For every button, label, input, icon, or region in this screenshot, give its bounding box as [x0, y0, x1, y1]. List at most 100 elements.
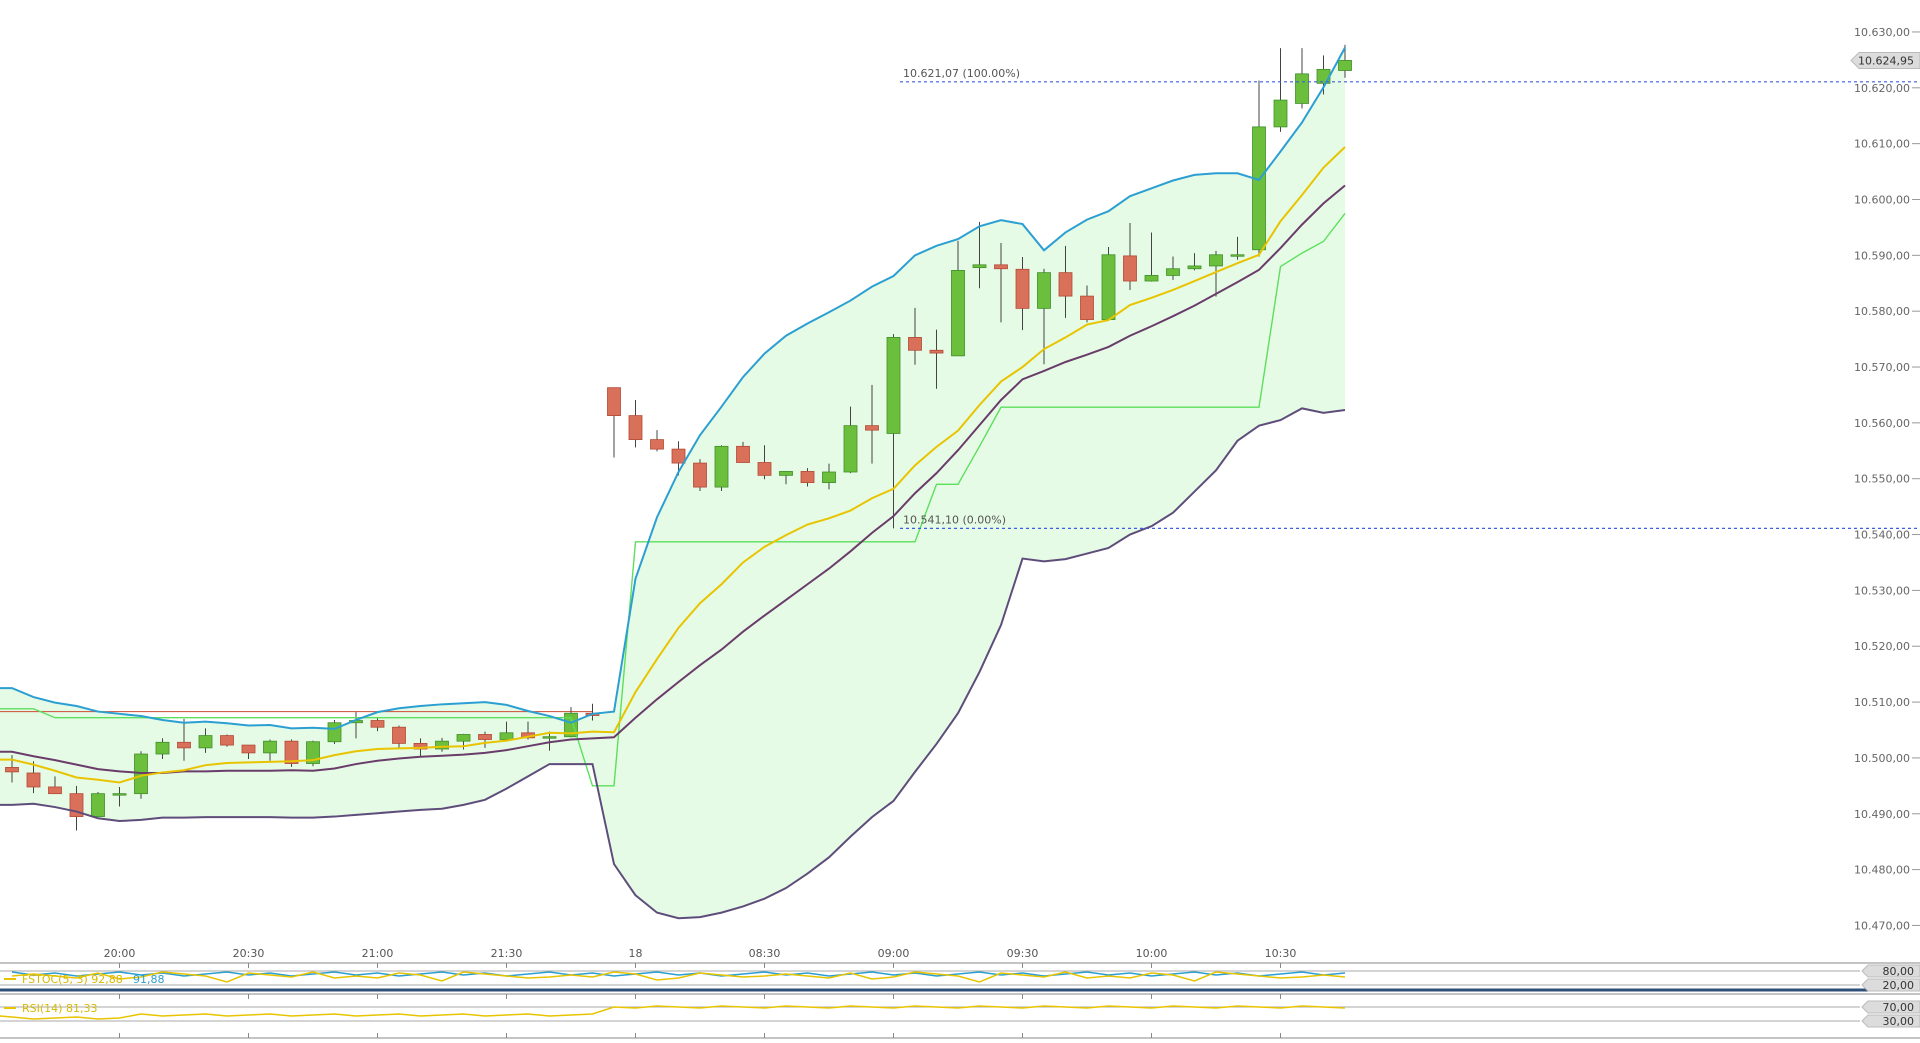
candle	[177, 718, 191, 761]
candle-down-body	[241, 744, 256, 754]
rsi-level-badge	[1861, 1014, 1920, 1028]
candle-down-body	[628, 415, 643, 441]
x-tick-label: 08:30	[749, 947, 781, 960]
x-tick-label: 18	[629, 947, 643, 960]
candle-up-body	[972, 264, 987, 269]
x-tick-label: 21:30	[491, 947, 523, 960]
candle-down-body	[177, 741, 191, 749]
candle	[1015, 257, 1030, 331]
candle	[1166, 256, 1180, 280]
candle-down-body	[1058, 272, 1073, 297]
y-tick-label: 10.590,00	[1854, 249, 1910, 262]
candle-down-body	[284, 740, 299, 764]
candle-up-body	[198, 735, 213, 749]
fstoc-line-1	[11, 971, 1346, 983]
candle-down-body	[392, 726, 406, 744]
bollinger-band-fill	[12, 47, 1345, 919]
candle-down-body	[220, 735, 234, 746]
candle-up-body	[263, 740, 277, 754]
candle	[1295, 48, 1309, 109]
candle	[1058, 245, 1073, 318]
candle	[306, 740, 320, 767]
candle-up-body	[1273, 99, 1288, 128]
candle	[757, 445, 772, 480]
y-tick-label: 10.600,00	[1854, 193, 1910, 206]
candle-down-body	[1123, 255, 1137, 282]
candle-down-body	[1015, 268, 1030, 309]
candle	[693, 459, 707, 491]
rsi-level-label: 70,00	[1883, 1001, 1915, 1014]
candle-up-body	[435, 740, 449, 750]
candle-down-body	[908, 337, 922, 351]
rsi-level-badge	[1861, 1000, 1920, 1014]
candle-up-body	[499, 732, 514, 740]
candle-up-body	[886, 337, 901, 434]
candle-up-body	[714, 445, 729, 488]
candle-up-body	[91, 793, 105, 817]
candle-up-body	[779, 471, 793, 476]
candle	[671, 441, 686, 476]
rsi-legend-label: RSI(14) 81,33	[22, 1002, 97, 1015]
candle	[908, 307, 922, 365]
bollinger-lower-line	[0, 407, 1346, 920]
candle-down-body	[478, 734, 492, 740]
candle-up-body	[1101, 254, 1116, 320]
candle	[714, 445, 729, 491]
candle	[886, 334, 901, 529]
y-tick-label: 10.540,00	[1854, 529, 1910, 542]
candle	[628, 399, 643, 448]
candle-down-body	[1080, 295, 1094, 320]
candle	[263, 739, 277, 761]
bollinger-upper-line	[0, 47, 1346, 730]
y-tick-label: 10.490,00	[1854, 808, 1910, 821]
candle-down-body	[757, 462, 772, 476]
sma-fast-line	[0, 146, 1346, 784]
candle-down-body	[5, 767, 19, 773]
candle-up-body	[564, 712, 578, 738]
y-tick-label: 10.620,00	[1854, 82, 1910, 95]
y-tick-label: 10.560,00	[1854, 417, 1910, 430]
candle-down-body	[929, 349, 944, 354]
rsi-line	[0, 1005, 1346, 1020]
fib-level-label: 10.621,07 (100.00%)	[903, 67, 1020, 80]
candle	[241, 744, 256, 760]
y-tick-label: 10.610,00	[1854, 138, 1910, 151]
candle	[1338, 44, 1352, 78]
candle-down-body	[865, 425, 879, 431]
candle	[607, 387, 621, 458]
candle-down-body	[671, 448, 686, 464]
candle	[1123, 222, 1137, 290]
fstoc-legend-label: FSTOC(5, 3) 92,88	[22, 973, 123, 986]
candle	[1101, 246, 1116, 321]
candle-down-body	[693, 462, 707, 488]
candle-up-body	[155, 741, 170, 755]
candle	[499, 721, 514, 740]
candle-up-body	[1230, 254, 1245, 257]
x-tick-label: 09:00	[878, 947, 910, 960]
last-price-badge	[1850, 51, 1920, 69]
candle	[26, 761, 41, 794]
candle-up-body	[1166, 268, 1180, 276]
candle-down-body	[800, 471, 815, 484]
y-tick-label: 10.480,00	[1854, 864, 1910, 877]
candle-up-body	[542, 736, 557, 739]
candle	[91, 791, 105, 817]
rsi-level-label: 30,00	[1883, 1015, 1915, 1028]
candle	[48, 776, 62, 795]
candle	[929, 329, 944, 389]
y-tick-label: 10.470,00	[1854, 919, 1910, 932]
y-tick-label: 10.550,00	[1854, 473, 1910, 486]
sma-slow-line	[0, 184, 1346, 775]
x-tick-label: 20:00	[104, 947, 136, 960]
x-tick-label: 21:00	[362, 947, 394, 960]
fib-level-label: 10.541,10 (0.00%)	[903, 513, 1006, 526]
y-tick-label: 10.510,00	[1854, 696, 1910, 709]
candle	[284, 739, 299, 767]
candle-down-body	[607, 387, 621, 417]
candle	[822, 463, 836, 490]
x-tick-label: 09:30	[1007, 947, 1039, 960]
candle	[1080, 285, 1094, 323]
candle	[112, 786, 127, 807]
